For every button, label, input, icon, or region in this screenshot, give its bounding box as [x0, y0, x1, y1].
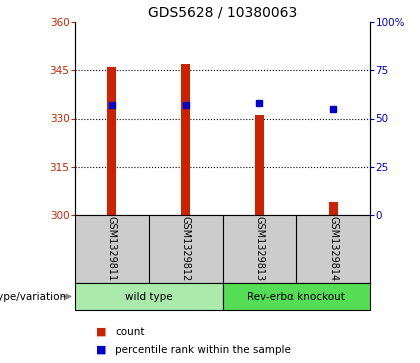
Text: ■: ■: [96, 345, 107, 355]
Bar: [255, 115, 264, 215]
Bar: [75, 283, 223, 310]
Text: count: count: [115, 327, 144, 337]
Text: Rev-erbα knockout: Rev-erbα knockout: [247, 291, 345, 302]
Bar: [329, 202, 338, 215]
Text: GSM1329811: GSM1329811: [107, 216, 117, 282]
Title: GDS5628 / 10380063: GDS5628 / 10380063: [148, 5, 297, 20]
Text: GSM1329813: GSM1329813: [255, 216, 264, 282]
Text: GSM1329812: GSM1329812: [181, 216, 191, 282]
Text: ■: ■: [96, 327, 107, 337]
Bar: [223, 283, 370, 310]
Text: wild type: wild type: [125, 291, 173, 302]
Bar: [181, 64, 190, 215]
Text: genotype/variation: genotype/variation: [0, 291, 67, 302]
Bar: [108, 67, 116, 215]
Text: percentile rank within the sample: percentile rank within the sample: [115, 345, 291, 355]
Text: GSM1329814: GSM1329814: [328, 216, 338, 282]
